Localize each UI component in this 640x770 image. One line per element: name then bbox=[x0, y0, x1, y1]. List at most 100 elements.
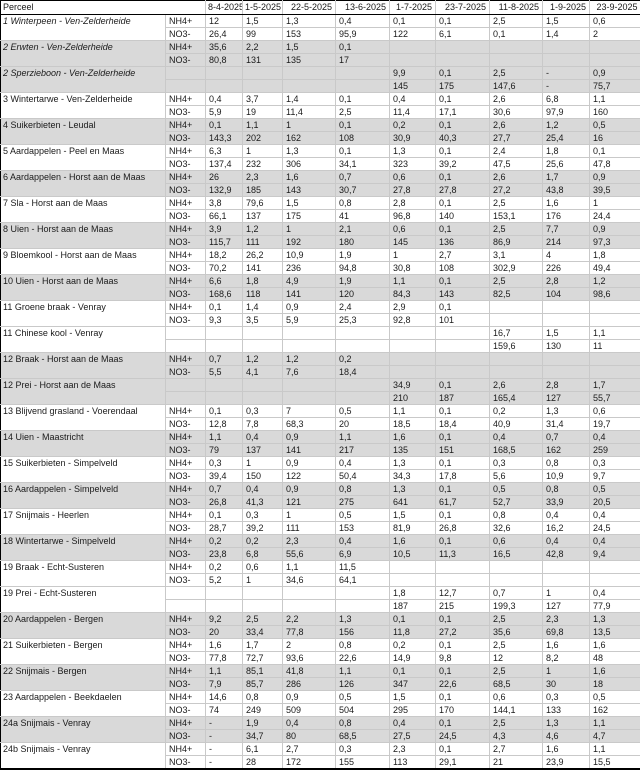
value-cell: 2,7 bbox=[490, 743, 543, 756]
value-cell: 187 bbox=[436, 392, 490, 405]
perceel-label: 3 Wintertarwe - Ven-Zelderheide bbox=[1, 93, 166, 119]
value-cell: 9,9 bbox=[390, 67, 436, 80]
value-cell: 1,3 bbox=[590, 613, 640, 626]
value-cell: 323 bbox=[390, 158, 436, 171]
value-cell: 0,1 bbox=[206, 119, 243, 132]
value-cell: 0,4 bbox=[206, 93, 243, 106]
value-cell: 5,5 bbox=[206, 366, 243, 379]
value-cell: 127 bbox=[543, 600, 590, 613]
ion-label-no3: NO3- bbox=[166, 730, 206, 743]
value-cell: 30,9 bbox=[390, 132, 436, 145]
value-cell: 0,2 bbox=[206, 561, 243, 574]
value-cell: 22,6 bbox=[336, 652, 390, 665]
value-cell: 147,6 bbox=[490, 80, 543, 93]
value-cell: 150 bbox=[243, 470, 283, 483]
value-cell: 0,1 bbox=[436, 197, 490, 210]
value-cell: 99 bbox=[243, 28, 283, 41]
value-cell: 0,3 bbox=[543, 691, 590, 704]
value-cell: 175 bbox=[436, 80, 490, 93]
value-cell bbox=[283, 379, 336, 392]
value-cell bbox=[283, 340, 336, 353]
value-cell: 2,3 bbox=[543, 613, 590, 626]
value-cell: 66,1 bbox=[206, 210, 243, 223]
value-cell: 20,5 bbox=[590, 496, 640, 509]
value-cell: 0,7 bbox=[336, 171, 390, 184]
value-cell: 14,6 bbox=[206, 691, 243, 704]
value-cell: 34,6 bbox=[283, 574, 336, 587]
perceel-label: 1 Winterpeen - Ven-Zelderheide bbox=[1, 15, 166, 41]
value-cell: 144,1 bbox=[490, 704, 543, 717]
ion-label-nh4: NH4+ bbox=[166, 223, 206, 236]
value-cell: 1,6 bbox=[543, 197, 590, 210]
date-column-header: 22-5-2025 bbox=[283, 1, 336, 15]
value-cell: 18 bbox=[590, 678, 640, 691]
value-cell: 12 bbox=[206, 15, 243, 28]
value-cell: 74 bbox=[206, 704, 243, 717]
value-cell: 236 bbox=[283, 262, 336, 275]
value-cell bbox=[336, 80, 390, 93]
value-cell: 4,6 bbox=[543, 730, 590, 743]
value-cell: 2,5 bbox=[490, 67, 543, 80]
value-cell: 192 bbox=[283, 236, 336, 249]
value-cell: 0,5 bbox=[336, 509, 390, 522]
value-cell: 13,5 bbox=[590, 626, 640, 639]
value-cell: 214 bbox=[543, 236, 590, 249]
ion-label-no3: NO3- bbox=[166, 132, 206, 145]
value-cell: 5,2 bbox=[206, 574, 243, 587]
value-cell: 0,1 bbox=[436, 639, 490, 652]
value-cell: 1,5 bbox=[390, 691, 436, 704]
value-cell: 1,5 bbox=[283, 41, 336, 54]
value-cell: 141 bbox=[283, 444, 336, 457]
value-cell: 131 bbox=[243, 54, 283, 67]
value-cell: 0,4 bbox=[336, 457, 390, 470]
value-cell: 1,2 bbox=[543, 119, 590, 132]
value-cell: 55,7 bbox=[590, 392, 640, 405]
value-cell bbox=[243, 67, 283, 80]
value-cell: 6,8 bbox=[243, 548, 283, 561]
ion-label-nh4 bbox=[166, 587, 206, 600]
value-cell: 2,3 bbox=[283, 535, 336, 548]
ion-label-no3: NO3- bbox=[166, 106, 206, 119]
value-cell: 1 bbox=[283, 119, 336, 132]
value-cell: 4 bbox=[543, 249, 590, 262]
value-cell: 0,1 bbox=[206, 301, 243, 314]
value-cell: 1,1 bbox=[336, 431, 390, 444]
value-cell: 97,3 bbox=[590, 236, 640, 249]
value-cell: 1 bbox=[243, 145, 283, 158]
value-cell: 27,2 bbox=[490, 184, 543, 197]
value-cell: 34,3 bbox=[390, 470, 436, 483]
ion-label-no3: NO3- bbox=[166, 522, 206, 535]
ion-label-nh4: NH4+ bbox=[166, 301, 206, 314]
value-cell: 9,8 bbox=[436, 652, 490, 665]
value-cell: 30,8 bbox=[390, 262, 436, 275]
value-cell: 0,9 bbox=[283, 301, 336, 314]
value-cell: 0,1 bbox=[206, 405, 243, 418]
value-cell: 0,1 bbox=[436, 535, 490, 548]
value-cell: 133 bbox=[543, 704, 590, 717]
value-cell: 1,7 bbox=[543, 171, 590, 184]
value-cell: 17 bbox=[336, 54, 390, 67]
value-cell: 95,9 bbox=[336, 28, 390, 41]
value-cell: 2,8 bbox=[543, 379, 590, 392]
ion-label-no3: NO3- bbox=[166, 236, 206, 249]
value-cell: 22,6 bbox=[436, 678, 490, 691]
value-cell: 6,6 bbox=[206, 275, 243, 288]
value-cell: 153 bbox=[336, 522, 390, 535]
value-cell: 1,1 bbox=[390, 405, 436, 418]
value-cell: 136 bbox=[436, 236, 490, 249]
value-cell: 1,7 bbox=[243, 639, 283, 652]
value-cell: 4,3 bbox=[490, 730, 543, 743]
value-cell: 1,3 bbox=[543, 405, 590, 418]
value-cell: 9,3 bbox=[206, 314, 243, 327]
value-cell: 1,6 bbox=[283, 171, 336, 184]
value-cell: 11 bbox=[590, 340, 640, 353]
perceel-label: 10 Uien - Horst aan de Maas bbox=[1, 275, 166, 301]
